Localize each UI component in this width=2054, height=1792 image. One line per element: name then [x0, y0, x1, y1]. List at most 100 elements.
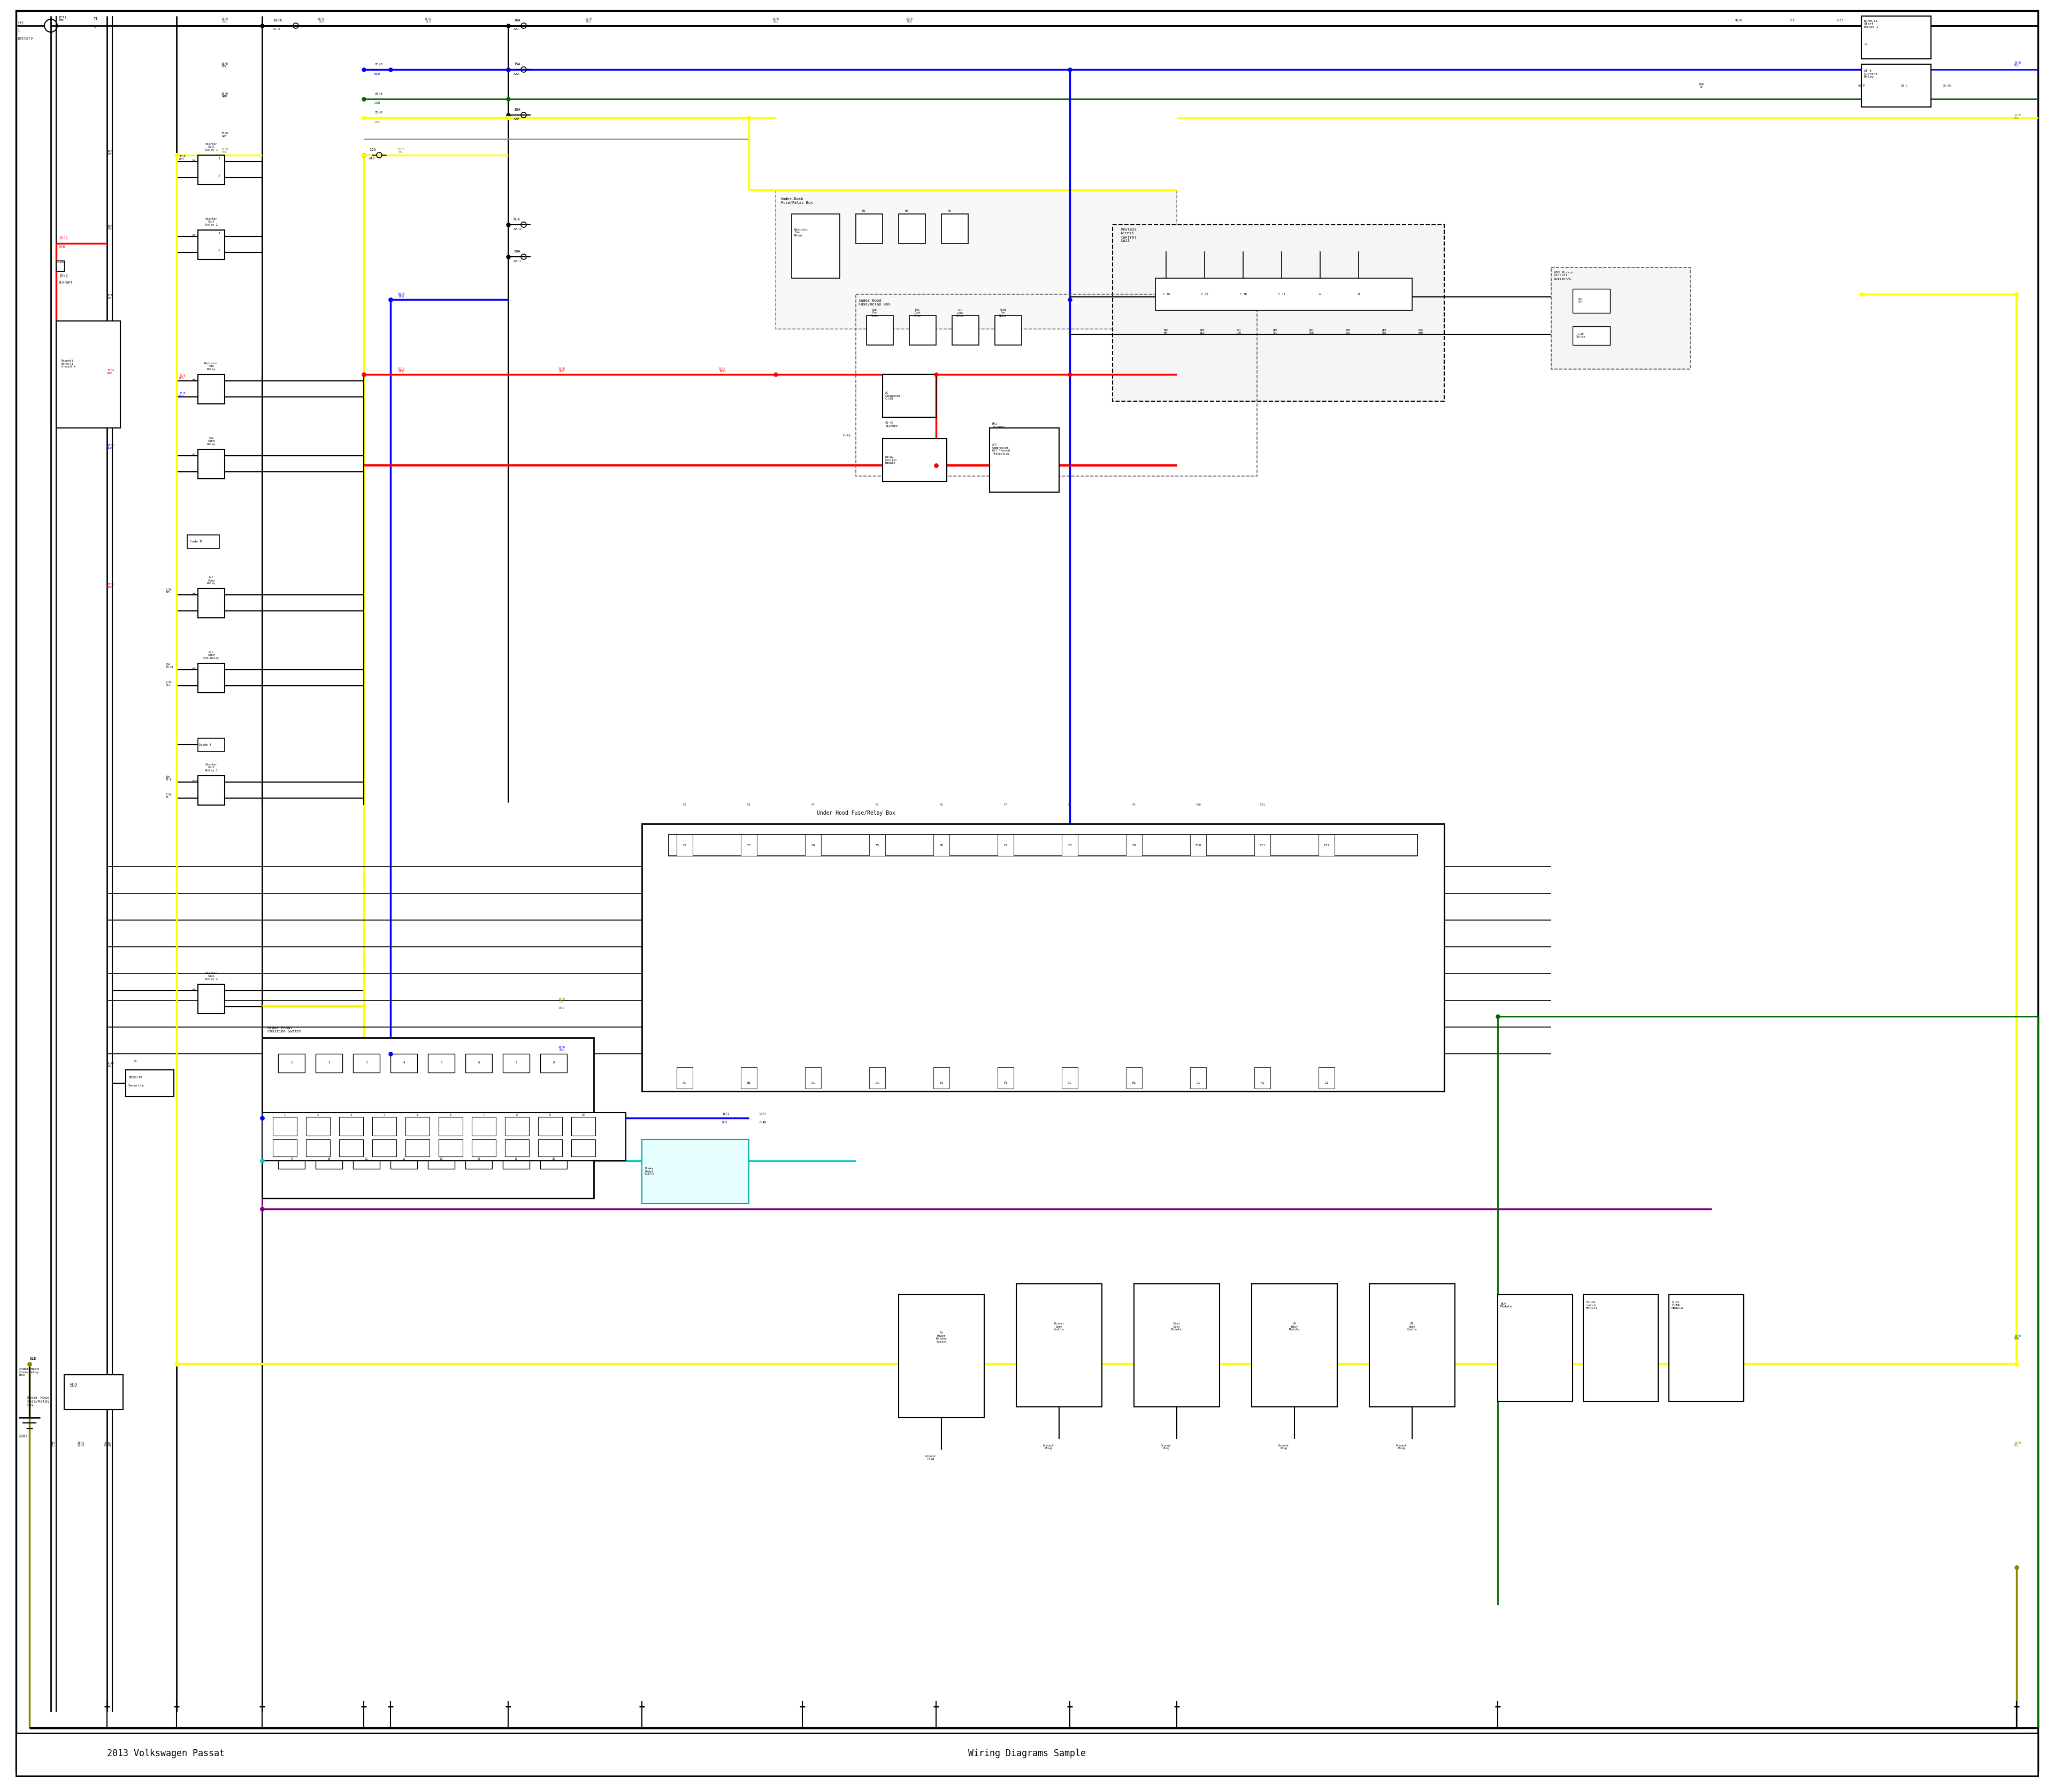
Text: Ground
Plug: Ground Plug [1161, 1444, 1171, 1450]
Text: F11: F11 [1259, 844, 1265, 846]
Text: K1: K1 [1261, 1082, 1265, 1084]
Bar [1584, 1294, 1658, 1401]
Bar [857, 294, 1257, 477]
Bar [472, 1116, 495, 1136]
Text: F3: F3 [748, 844, 752, 846]
Text: IE/8
BLU: IE/8 BLU [2013, 61, 2021, 66]
Text: Fuel
Pump
Module: Fuel Pump Module [1672, 1301, 1684, 1310]
Text: Under Hood Fuse/Relay Box: Under Hood Fuse/Relay Box [817, 810, 896, 815]
Text: IE/8
BLU: IE/8 BLU [772, 18, 778, 23]
Text: C 10: C 10 [1163, 292, 1169, 296]
Text: 8RE
WHT: 8RE WHT [1165, 328, 1169, 335]
Text: 8R0
WHT: 8R0 WHT [1419, 328, 1423, 335]
Bar [197, 450, 224, 478]
Text: A/C
Comp
Relay: A/C Comp Relay [207, 575, 216, 584]
Bar [316, 1054, 343, 1073]
Bar [405, 1116, 429, 1136]
Text: 8R8
GRY: 8R8 GRY [1382, 328, 1386, 335]
Bar [427, 1150, 454, 1168]
Bar [1126, 1068, 1142, 1088]
Text: 15A
A17: 15A A17 [107, 294, 113, 299]
Text: M6: M6 [193, 378, 195, 382]
Bar [505, 1116, 530, 1136]
Text: 15A: 15A [514, 63, 520, 66]
Text: Under Hood
Fuse/Relay
Box: Under Hood Fuse/Relay Box [18, 1367, 39, 1376]
Text: BLU: BLU [723, 1122, 727, 1124]
Text: 1.5A
A11: 1.5A A11 [107, 1061, 113, 1068]
Text: M2: M2 [906, 210, 908, 213]
Bar [540, 1150, 567, 1168]
Text: 7.5A
A5: 7.5A A5 [166, 794, 173, 799]
Text: F10: F10 [1195, 844, 1202, 846]
Text: Under-Dash
Fuse/Relay Box: Under-Dash Fuse/Relay Box [781, 197, 813, 204]
Bar [641, 1140, 750, 1204]
Text: IE/8
YEL: IE/8 YEL [222, 63, 228, 68]
Bar [64, 1374, 123, 1410]
Text: IE/8
BLU: IE/8 BLU [906, 18, 912, 23]
Text: F5: F5 [875, 805, 879, 806]
Bar [197, 738, 224, 751]
Bar [263, 1038, 594, 1199]
Bar [466, 1054, 493, 1073]
Bar [571, 1140, 596, 1156]
Text: 100A: 100A [273, 18, 281, 22]
Bar [440, 1140, 462, 1156]
Text: C 2P: C 2P [1241, 292, 1247, 296]
Text: M10: M10 [193, 780, 197, 783]
Text: 9E/8: 9E/8 [1736, 20, 1742, 22]
Text: Trunk
Latch
Module: Trunk Latch Module [1586, 1301, 1598, 1310]
Bar [953, 315, 980, 346]
Text: F8: F8 [1068, 805, 1072, 806]
Text: C1: C1 [811, 1082, 815, 1084]
Bar [1062, 835, 1078, 857]
Text: Under Hood
Fuse/Relay
Box: Under Hood Fuse/Relay Box [27, 1396, 49, 1407]
Bar [1861, 65, 1931, 108]
Text: Brake
Pedal
Switch: Brake Pedal Switch [645, 1167, 655, 1176]
Text: Ground
Plug: Ground Plug [926, 1455, 937, 1460]
Text: [EI]
WHT: [EI] WHT [60, 16, 68, 22]
Bar [505, 1140, 530, 1156]
Bar [197, 588, 224, 618]
Text: Rad
Fan
Relay: Rad Fan Relay [871, 308, 879, 317]
Bar [867, 315, 893, 346]
Text: IE/8
GRN: IE/8 GRN [2013, 1335, 2021, 1340]
Text: M3: M3 [947, 210, 951, 213]
Bar [1370, 1283, 1454, 1407]
Text: 15A
A13: 15A A13 [107, 224, 113, 229]
Bar [941, 213, 967, 244]
Text: IE/8: IE/8 [374, 91, 382, 95]
Bar [306, 1140, 331, 1156]
Text: 2.5A
A11: 2.5A A11 [166, 681, 173, 686]
Text: F4: F4 [811, 805, 815, 806]
Text: Code B: Code B [189, 539, 201, 543]
Text: F-45: F-45 [842, 435, 850, 437]
Text: Cond
Fan
Relay: Cond Fan Relay [998, 308, 1006, 317]
Text: IE/8
BLU: IE/8 BLU [318, 18, 325, 23]
Text: Diode 4: Diode 4 [199, 744, 212, 745]
Text: ADJ Mirror
Control
Switch/AC: ADJ Mirror Control Switch/AC [1555, 271, 1573, 280]
Bar [197, 776, 224, 805]
Text: A2-3: A2-3 [514, 228, 522, 231]
Text: 14: 14 [477, 1158, 481, 1161]
Text: G1: G1 [1068, 1082, 1072, 1084]
Text: A2-1: A2-1 [514, 260, 522, 262]
Text: T1: T1 [94, 18, 99, 20]
Text: IE/8
GRY: IE/8 GRY [222, 133, 228, 138]
Bar [1062, 1068, 1078, 1088]
Text: GR7
GRY: GR7 GRY [1577, 297, 1584, 303]
Text: F1: F1 [1004, 1082, 1009, 1084]
Bar [472, 1140, 495, 1156]
Bar [1573, 326, 1610, 346]
Text: HCAM-11
Start
Relay 1: HCAM-11 Start Relay 1 [1865, 20, 1877, 29]
Text: 8R8
TEL: 8R8 TEL [1273, 328, 1278, 335]
Bar [55, 321, 121, 428]
Text: C0-47
BLU/RED: C0-47 BLU/RED [885, 421, 898, 426]
Text: C0-P: C0-P [1859, 84, 1865, 88]
Bar [538, 1140, 563, 1156]
Bar [353, 1150, 380, 1168]
Bar [503, 1150, 530, 1168]
Text: IE/8
RED: IE/8 RED [719, 367, 725, 373]
Text: 10: 10 [581, 1113, 585, 1116]
Text: A21: A21 [514, 27, 520, 30]
Bar [998, 835, 1013, 857]
